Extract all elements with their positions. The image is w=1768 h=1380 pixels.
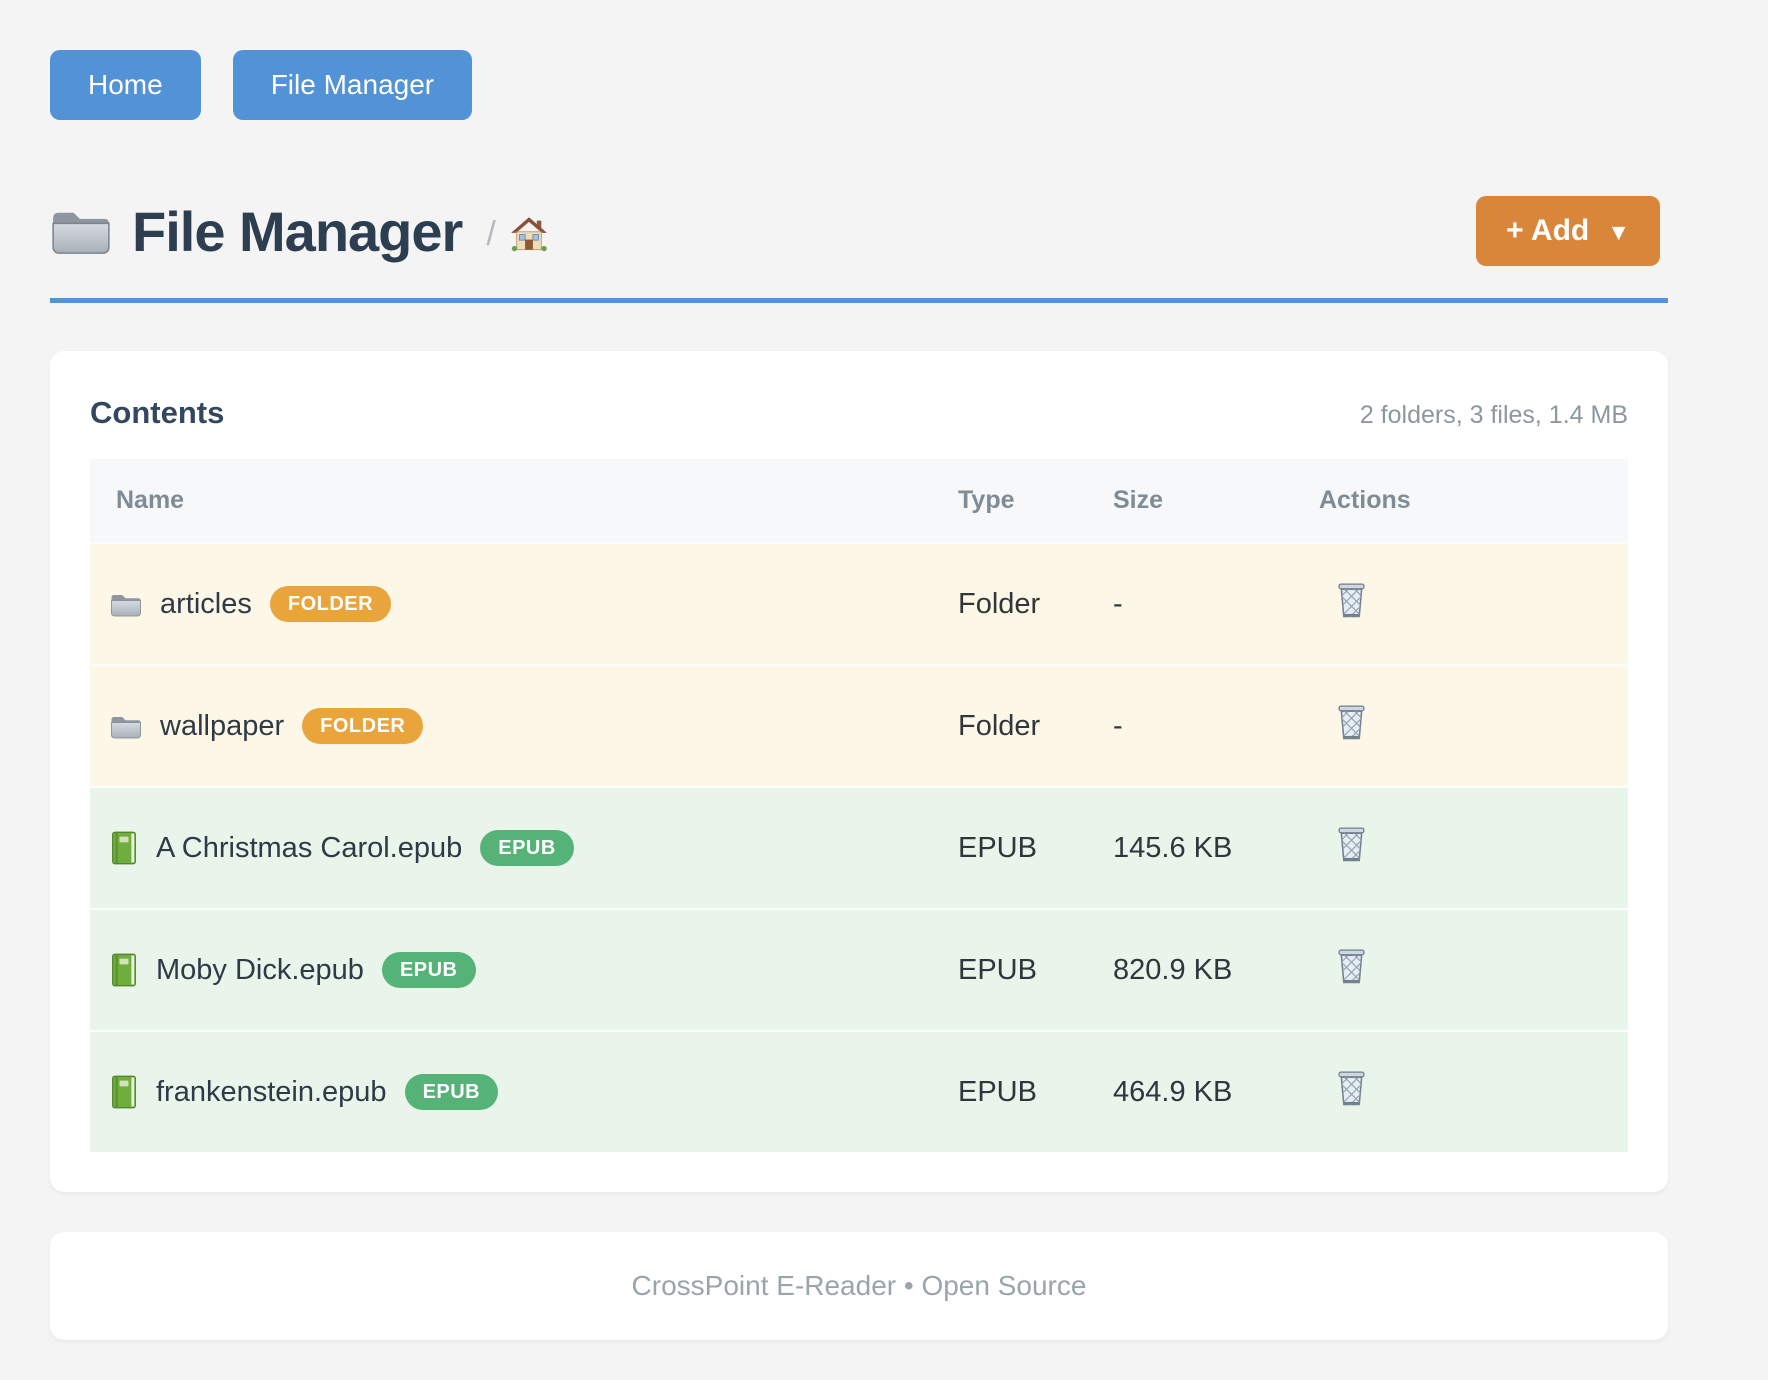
contents-summary: 2 folders, 3 files, 1.4 MB <box>1359 401 1628 429</box>
epub-badge: EPUB <box>381 952 476 988</box>
epub-badge: EPUB <box>404 1074 499 1110</box>
contents-card: Contents 2 folders, 3 files, 1.4 MB Name… <box>50 351 1668 1192</box>
trash-icon[interactable] <box>1313 825 1368 863</box>
trash-icon[interactable] <box>1313 947 1368 985</box>
file-name[interactable]: frankenstein.epub <box>156 1075 387 1108</box>
file-name[interactable]: articles <box>160 587 252 620</box>
add-button[interactable]: + Add ▼ <box>1476 196 1660 266</box>
column-header-type: Type <box>958 459 1113 543</box>
size-cell: - <box>1113 709 1123 742</box>
book-icon <box>110 831 138 865</box>
size-cell: 464.9 KB <box>1113 1075 1233 1108</box>
table-row[interactable]: frankenstein.epub EPUB EPUB 464.9 KB <box>90 1031 1628 1152</box>
column-header-name: Name <box>90 459 958 543</box>
contents-card-header: Contents 2 folders, 3 files, 1.4 MB <box>90 395 1628 431</box>
home-icon[interactable] <box>510 216 548 252</box>
type-cell: Folder <box>958 587 1041 620</box>
file-name[interactable]: wallpaper <box>160 709 285 742</box>
epub-badge: EPUB <box>480 830 574 866</box>
nav-file-manager-button[interactable]: File Manager <box>232 50 473 120</box>
table-row[interactable]: articles FOLDER Folder - <box>90 543 1628 665</box>
file-name[interactable]: A Christmas Carol.epub <box>156 831 463 864</box>
folder-badge: FOLDER <box>269 586 392 622</box>
table-row[interactable]: A Christmas Carol.epub EPUB EPUB 145.6 K… <box>90 787 1628 909</box>
files-table: Name Type Size Actions articles FOLDER F… <box>90 459 1628 1152</box>
table-header-row: Name Type Size Actions <box>90 459 1628 543</box>
type-cell: EPUB <box>958 1075 1037 1108</box>
size-cell: 145.6 KB <box>1113 831 1233 864</box>
add-button-label: + Add <box>1506 214 1590 247</box>
size-cell: - <box>1113 587 1123 620</box>
contents-heading: Contents <box>90 395 225 430</box>
trash-icon[interactable] <box>1313 703 1368 741</box>
nav-home-button[interactable]: Home <box>50 50 201 120</box>
breadcrumb-separator: / <box>486 214 496 253</box>
file-name[interactable]: Moby Dick.epub <box>156 953 364 986</box>
top-nav: Home File Manager <box>50 50 1668 120</box>
size-cell: 820.9 KB <box>1113 953 1233 986</box>
folder-icon <box>110 591 142 618</box>
type-cell: Folder <box>958 709 1041 742</box>
page-footer: CrossPoint E-Reader • Open Source <box>50 1232 1668 1340</box>
type-cell: EPUB <box>958 953 1037 986</box>
page-title: File Manager <box>132 199 463 263</box>
table-row[interactable]: Moby Dick.epub EPUB EPUB 820.9 KB <box>90 909 1628 1031</box>
caret-down-icon: ▼ <box>1607 218 1630 245</box>
column-header-size: Size <box>1113 459 1313 543</box>
footer-text: CrossPoint E-Reader • Open Source <box>631 1270 1087 1301</box>
folder-badge: FOLDER <box>302 708 424 744</box>
type-cell: EPUB <box>958 831 1037 864</box>
trash-icon[interactable] <box>1313 581 1368 619</box>
table-row[interactable]: wallpaper FOLDER Folder - <box>90 665 1628 787</box>
folder-icon <box>50 206 112 256</box>
title-group: File Manager / <box>50 199 548 264</box>
header-divider <box>50 298 1668 303</box>
page-header: File Manager / + Add ▼ <box>50 196 1668 266</box>
book-icon <box>110 953 138 987</box>
column-header-actions: Actions <box>1313 459 1628 543</box>
trash-icon[interactable] <box>1313 1069 1368 1107</box>
page: Home File Manager File Manager / + Add ▼… <box>50 0 1668 1340</box>
book-icon <box>110 1075 138 1109</box>
folder-icon <box>110 713 142 740</box>
